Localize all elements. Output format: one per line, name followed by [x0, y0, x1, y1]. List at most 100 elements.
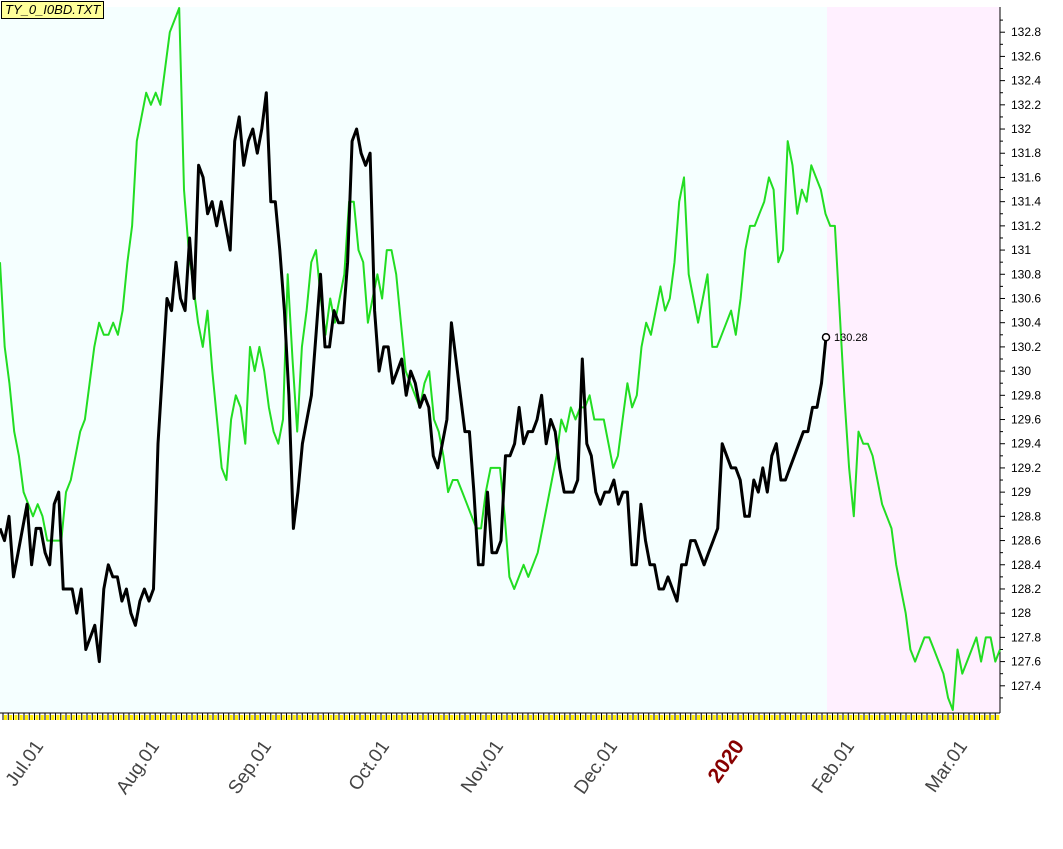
x-tick-fill [660, 715, 664, 720]
x-tick-fill [235, 715, 238, 720]
x-tick-fill [82, 715, 86, 720]
x-tick-fill [718, 715, 721, 720]
x-tick-fill [523, 715, 527, 720]
y-tick-label: 132.2 [1011, 98, 1041, 112]
x-tick-fill [403, 715, 406, 720]
x-axis-month-label: Mar.01 [922, 737, 973, 797]
x-tick-fill [865, 715, 868, 720]
x-tick-fill [586, 715, 590, 720]
x-tick-fill [802, 715, 805, 720]
y-tick-label: 128.8 [1011, 509, 1041, 523]
x-tick-fill [214, 715, 217, 720]
x-tick-fill [844, 715, 847, 720]
x-tick-fill [628, 715, 632, 720]
x-tick-fill [576, 715, 580, 720]
forecast-background [827, 7, 1000, 712]
x-tick-fill [287, 715, 291, 720]
x-tick-fill [172, 715, 175, 720]
x-tick-fill [681, 715, 685, 720]
x-tick-fill [838, 715, 842, 720]
x-tick-fill [539, 715, 543, 720]
x-tick-fill [14, 715, 18, 720]
x-tick-fill [292, 715, 296, 720]
x-tick-fill [550, 715, 553, 720]
x-tick-fill [130, 715, 133, 720]
x-tick-fill [823, 715, 826, 720]
x-tick-fill [313, 715, 317, 720]
x-tick-fill [796, 715, 800, 720]
x-tick-fill [67, 715, 70, 720]
x-axis-month-label: Feb.01 [808, 737, 859, 798]
x-tick-fill [193, 715, 196, 720]
y-tick-label: 127.6 [1011, 655, 1041, 669]
x-tick-fill [161, 715, 165, 720]
y-tick-label: 130.6 [1011, 291, 1041, 305]
y-tick-label: 132.6 [1011, 49, 1041, 63]
x-tick-fill [833, 715, 837, 720]
x-tick-fill [529, 715, 532, 720]
x-tick-fill [618, 715, 622, 720]
y-tick-label: 132.8 [1011, 25, 1041, 39]
x-tick-fill [571, 715, 574, 720]
x-tick-fill [639, 715, 643, 720]
x-tick-fill [781, 715, 784, 720]
file-name-label: TY_0_I0BD.TXT [1, 1, 105, 19]
x-tick-fill [413, 715, 417, 720]
x-tick-fill [707, 715, 711, 720]
x-tick-fill [754, 715, 758, 720]
x-tick-fill [970, 715, 973, 720]
y-tick-label: 127.8 [1011, 630, 1041, 644]
x-tick-fill [319, 715, 322, 720]
x-tick-fill [975, 715, 979, 720]
x-axis-month-label: Aug.01 [112, 737, 164, 798]
x-tick-fill [109, 715, 112, 720]
y-tick-label: 128.2 [1011, 582, 1041, 596]
x-tick-fill [896, 715, 900, 720]
x-tick-fill [439, 715, 443, 720]
x-tick-fill [607, 715, 611, 720]
y-tick-label: 129.4 [1011, 437, 1041, 451]
x-tick-fill [770, 715, 774, 720]
x-tick-fill [77, 715, 81, 720]
x-tick-fill [744, 715, 748, 720]
x-tick-fill [203, 715, 207, 720]
last-value-point [821, 332, 831, 342]
x-tick-fill [30, 715, 34, 720]
x-tick-fill [156, 715, 160, 720]
x-tick-fill [749, 715, 753, 720]
x-tick-fill [891, 715, 895, 720]
x-tick-fill [602, 715, 606, 720]
x-tick-fill [324, 715, 328, 720]
y-tick-label: 131.4 [1011, 195, 1041, 209]
x-tick-fill [72, 715, 76, 720]
y-tick-label: 130.8 [1011, 267, 1041, 281]
x-tick-fill [61, 715, 65, 720]
x-tick-fill [46, 715, 49, 720]
x-tick-fill [271, 715, 275, 720]
series-layer [0, 7, 1001, 711]
x-tick-fill [177, 715, 181, 720]
x-tick-fill [350, 715, 354, 720]
x-axis-labels: Jul.01 Aug.01 Sep.01 Oct.01 Nov.01 Dec.01 2020… [2, 736, 972, 799]
x-tick-fill [518, 715, 522, 720]
x-tick-fill [954, 715, 958, 720]
x-tick-fill [434, 715, 438, 720]
plot-background [0, 7, 827, 712]
x-tick-fill [592, 715, 595, 720]
x-tick-fill [476, 715, 480, 720]
x-tick-fill [686, 715, 690, 720]
x-tick-fill [418, 715, 422, 720]
x-tick-fill [140, 715, 144, 720]
x-tick-fill [340, 715, 343, 720]
x-tick-fill [933, 715, 937, 720]
x-tick-fill [334, 715, 338, 720]
y-tick-label: 131.2 [1011, 219, 1041, 233]
x-tick-fill [19, 715, 23, 720]
y-tick-label: 128 [1011, 606, 1031, 620]
x-tick-fill [256, 715, 259, 720]
x-tick-fill [93, 715, 97, 720]
x-tick-fill [943, 715, 947, 720]
x-tick-fill [670, 715, 674, 720]
x-axis: Jul.01 Aug.01 Sep.01 Oct.01 Nov.01 Dec.01 2020… [0, 712, 1000, 799]
x-tick-fill [791, 715, 795, 720]
